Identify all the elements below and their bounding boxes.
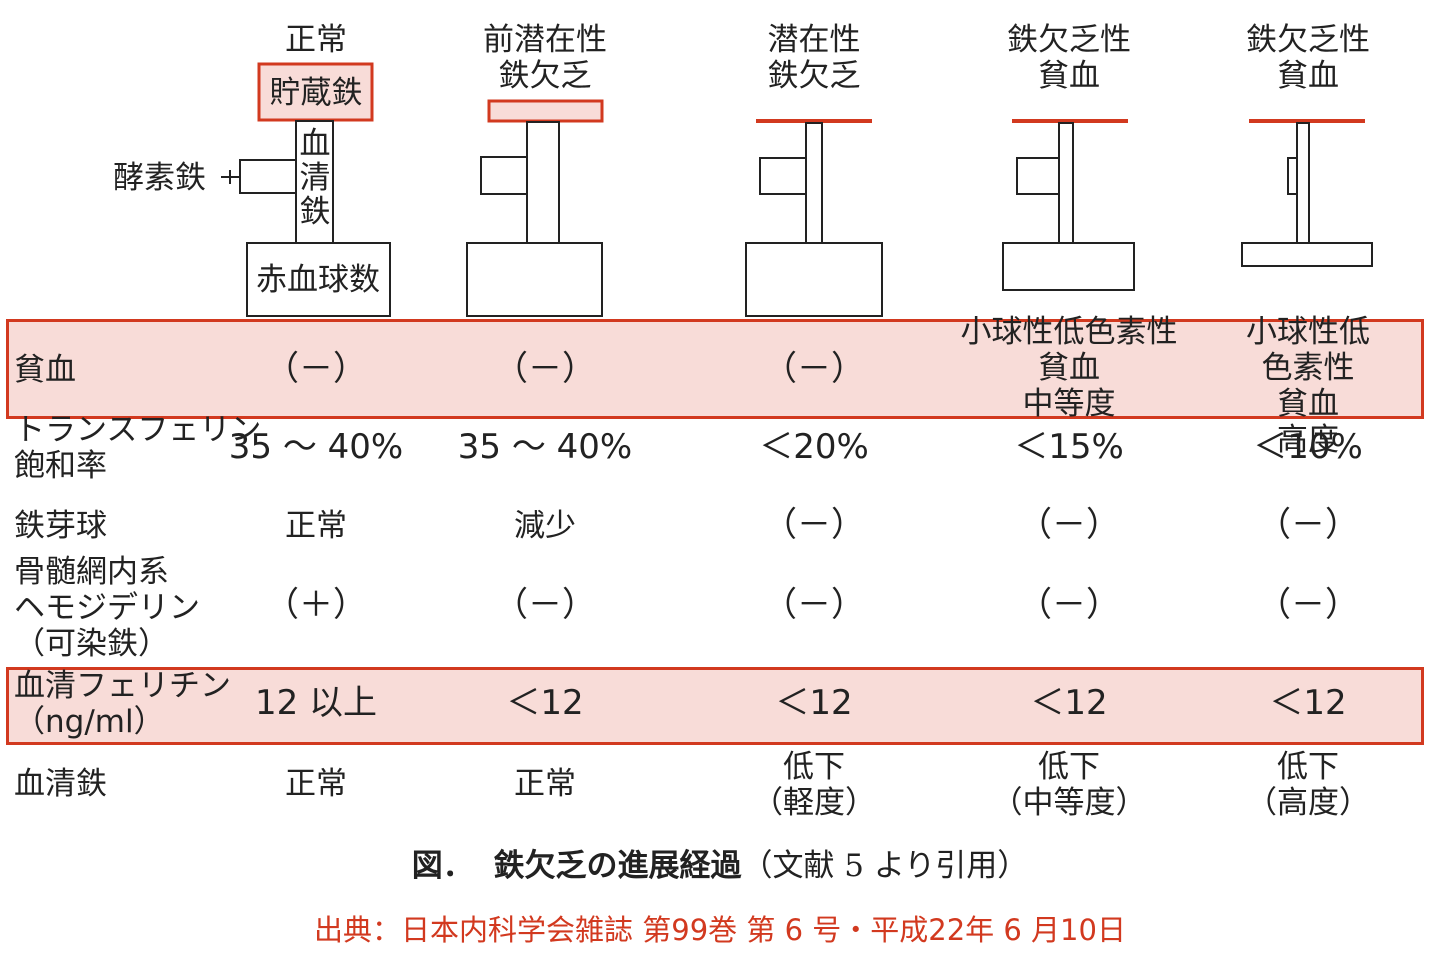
- cell-sideroblast-prelatent: 減少: [514, 508, 576, 544]
- enzyme-iron-box-latent: [759, 157, 807, 195]
- cell-anemia-latent: （－）: [763, 349, 865, 389]
- serum-iron-stem-latent: [805, 122, 823, 244]
- anemia-row-highlight: [6, 319, 1424, 419]
- enzyme-iron-box-moderate: [1016, 157, 1060, 195]
- cell-hemosiderin-normal: （＋）: [265, 585, 367, 625]
- diagram-normal: [221, 62, 391, 317]
- row-label-transferrin: トランスフェリン 飽和率: [14, 412, 262, 484]
- enzyme-iron-box-prelatent: [480, 156, 528, 195]
- cell-transferrin-moderate: ＜15%: [1014, 427, 1124, 467]
- caption-title: 鉄欠乏の進展経過: [493, 848, 742, 884]
- enzyme-iron-label: 酵素鉄: [113, 160, 206, 196]
- row-label-ferritin: 血清フェリチン （ng/ml）: [14, 668, 231, 740]
- serum-iron-stem-moderate: [1058, 122, 1074, 244]
- cell-ferritin-latent: ＜12: [775, 683, 853, 723]
- cell-transferrin-prelatent: 35 ～ 40%: [457, 427, 633, 467]
- figure-caption: 図． 鉄欠乏の進展経過（文献 5 より引用）: [0, 846, 1440, 886]
- cell-ferritin-severe: ＜12: [1269, 683, 1347, 723]
- storage-iron-label: 貯蔵鉄: [269, 75, 363, 111]
- cell-ferritin-prelatent: ＜12: [506, 683, 584, 723]
- iron-compartment-diagram: [221, 62, 1373, 317]
- cell-sideroblast-normal: 正常: [285, 508, 347, 544]
- cell-serum-iron-moderate: 低下 （中等度）: [991, 749, 1147, 821]
- enzyme-iron-box-normal: [239, 159, 297, 194]
- cell-serum-iron-normal: 正常: [285, 766, 347, 802]
- cell-anemia-severe: 小球性低色素性 貧血 高度: [1246, 314, 1370, 458]
- row-label-sideroblast: 鉄芽球: [14, 508, 107, 544]
- cell-serum-iron-prelatent: 正常: [514, 766, 576, 802]
- diagram-prelatent: [466, 99, 604, 317]
- cell-serum-iron-latent: 低下 （軽度）: [752, 749, 876, 821]
- cell-hemosiderin-moderate: （－）: [1018, 585, 1120, 625]
- cell-serum-iron-severe: 低下 （高度）: [1246, 749, 1370, 821]
- cell-anemia-moderate: 小球性低色素性 貧血 中等度: [960, 314, 1178, 422]
- cell-sideroblast-severe: （－）: [1257, 505, 1359, 545]
- rbc-box-prelatent: [466, 242, 603, 317]
- column-heading-prelatent: 前潜在性 鉄欠乏: [483, 22, 607, 94]
- cell-transferrin-severe: ＜10%: [1253, 427, 1363, 467]
- storage-iron-box-prelatent: [487, 99, 604, 123]
- rbc-box-latent: [745, 242, 883, 317]
- column-heading-anemia-moderate: 鉄欠乏性 貧血: [1007, 22, 1131, 94]
- cell-anemia-normal: （－）: [265, 349, 367, 389]
- cell-sideroblast-moderate: （－）: [1018, 505, 1120, 545]
- row-label-anemia: 貧血: [14, 352, 76, 388]
- cell-ferritin-moderate: ＜12: [1030, 683, 1108, 723]
- rbc-box-moderate: [1002, 242, 1135, 291]
- rbc-box-normal: [246, 242, 391, 317]
- rbc-count-label: 赤血球数: [256, 262, 380, 298]
- source-credit: 出典：日本内科学会雑誌 第99巻 第 6 号・平成22年 6 月10日: [314, 913, 1126, 947]
- column-heading-anemia-severe: 鉄欠乏性 貧血: [1246, 22, 1370, 94]
- cell-anemia-prelatent: （－）: [494, 349, 596, 389]
- cell-hemosiderin-prelatent: （－）: [494, 585, 596, 625]
- caption-reference: （文献 5 より引用）: [741, 848, 1029, 884]
- row-label-hemosiderin: 骨髄網内系 ヘモジデリン （可染鉄）: [14, 554, 200, 662]
- cell-transferrin-latent: ＜20%: [759, 427, 869, 467]
- cell-sideroblast-latent: （－）: [763, 505, 865, 545]
- caption-prefix: 図．: [411, 848, 474, 884]
- diagram-latent: [745, 119, 883, 317]
- diagram-anemia-severe: [1241, 119, 1373, 267]
- serum-iron-stem-severe: [1296, 122, 1310, 244]
- cell-transferrin-normal: 35 ～ 40%: [228, 427, 404, 467]
- rbc-box-severe: [1241, 242, 1373, 267]
- column-heading-normal: 正常: [285, 22, 347, 58]
- enzyme-iron-box-severe: [1287, 157, 1298, 195]
- diagram-anemia-moderate: [1002, 119, 1135, 291]
- cell-ferritin-normal: 12 以上: [254, 683, 378, 723]
- serum-iron-label: 血 清 鉄: [299, 126, 331, 230]
- cell-hemosiderin-severe: （－）: [1257, 585, 1359, 625]
- cell-hemosiderin-latent: （－）: [763, 585, 865, 625]
- serum-iron-stem-prelatent: [526, 121, 560, 244]
- column-heading-latent: 潜在性 鉄欠乏: [767, 22, 861, 94]
- row-label-serum-iron: 血清鉄: [14, 766, 107, 802]
- ferritin-row-highlight: [6, 667, 1424, 745]
